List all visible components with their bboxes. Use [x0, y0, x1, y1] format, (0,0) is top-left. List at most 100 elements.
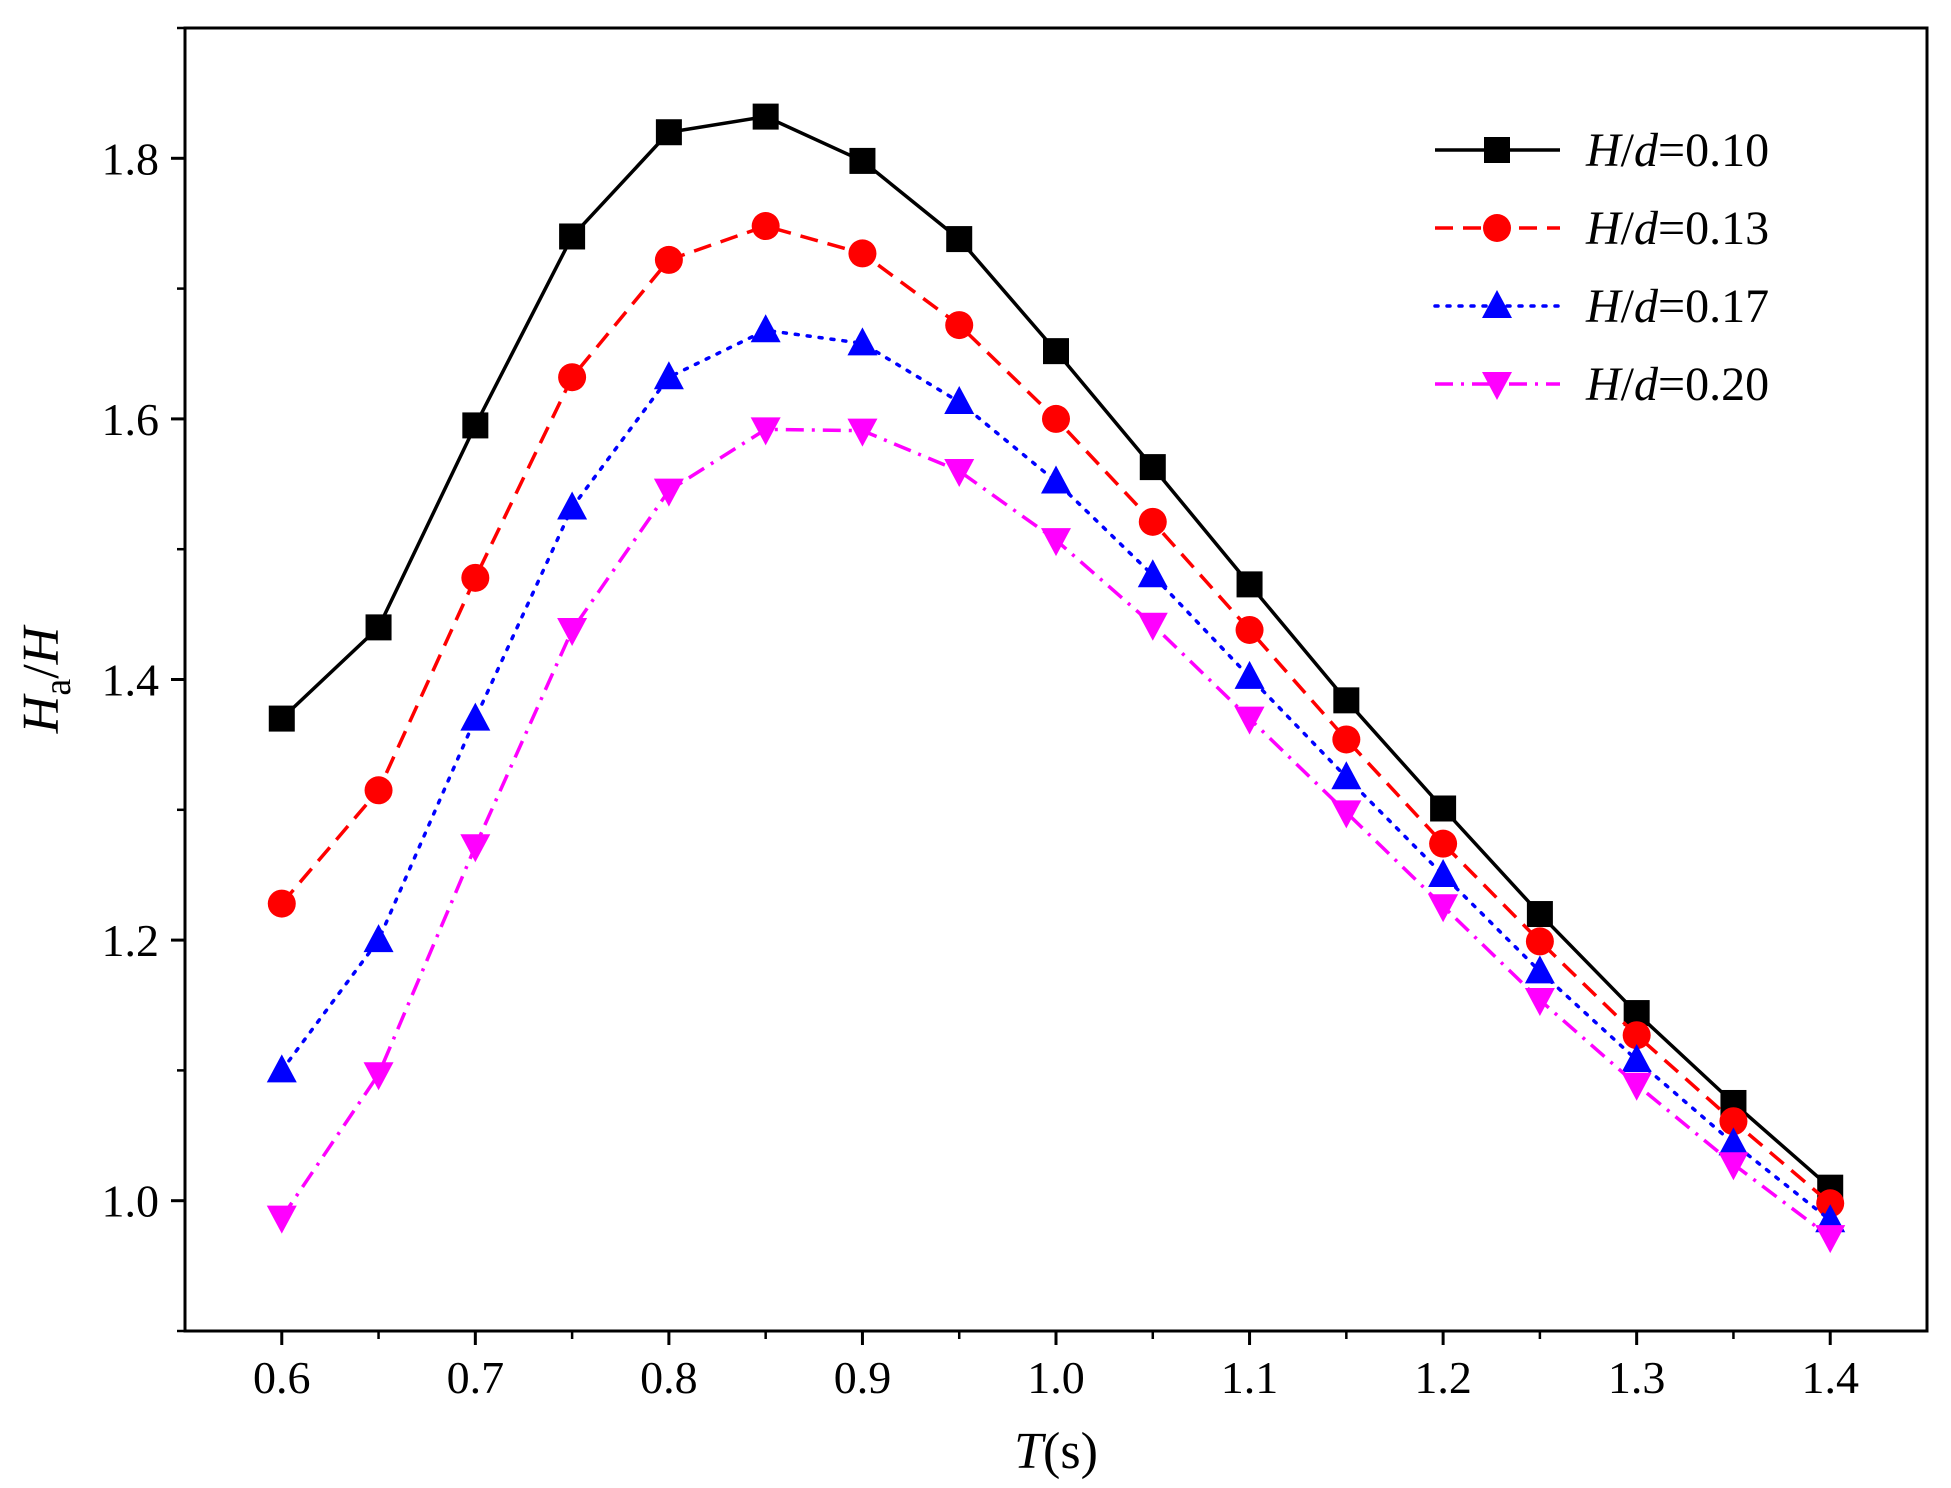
y-tick-label: 1.0 — [102, 1176, 160, 1227]
data-point — [363, 1062, 394, 1091]
y-axis-title: Ha/H — [13, 624, 79, 734]
data-point — [460, 834, 491, 863]
data-point — [847, 418, 878, 447]
x-axis-ticks: 0.6 0.7 0.8 0.9 1.0 1.1 1.2 1.3 1.4 — [253, 1331, 1859, 1403]
legend-marker — [1482, 290, 1512, 318]
data-point — [266, 1054, 297, 1083]
legend-item: H/d=0.20 — [1435, 358, 1769, 411]
data-point — [1137, 612, 1168, 641]
legend-label: H/d=0.17 — [1585, 280, 1769, 333]
data-point — [1718, 1152, 1749, 1181]
y-tick-label: 1.4 — [102, 655, 160, 706]
data-point — [751, 212, 780, 241]
legend-label: H/d=0.10 — [1585, 124, 1769, 177]
data-point — [1333, 687, 1360, 714]
data-point — [1524, 988, 1555, 1017]
data-point — [655, 119, 682, 146]
data-point — [1816, 1189, 1845, 1218]
data-point — [1331, 800, 1362, 829]
series-H/d=0.13 — [267, 212, 1845, 1218]
series-H/d=0.17 — [266, 314, 1846, 1233]
data-point — [363, 924, 394, 953]
legend-marker — [1483, 214, 1511, 242]
legend-item: H/d=0.10 — [1435, 124, 1769, 177]
data-point — [1524, 955, 1555, 984]
data-point — [750, 314, 781, 343]
data-point — [848, 239, 877, 268]
data-point — [365, 614, 392, 641]
legend-label: H/d=0.20 — [1585, 358, 1769, 411]
data-point — [1331, 761, 1362, 790]
data-point — [1234, 706, 1265, 735]
data-point — [1719, 1107, 1748, 1136]
data-point — [946, 226, 973, 253]
data-point — [1332, 725, 1361, 754]
data-point — [557, 617, 588, 646]
data-point — [1429, 829, 1458, 858]
x-tick-label: 1.3 — [1608, 1352, 1666, 1403]
data-point — [1428, 858, 1459, 887]
data-point — [945, 311, 974, 340]
data-point — [1235, 615, 1264, 644]
legend-marker — [1482, 372, 1512, 400]
legend-marker — [1484, 137, 1510, 163]
data-point — [1043, 338, 1069, 365]
data-point — [654, 245, 683, 274]
data-point — [268, 705, 295, 732]
data-point — [1622, 1021, 1651, 1050]
data-point — [1718, 1127, 1749, 1156]
x-tick-label: 0.6 — [253, 1352, 311, 1403]
data-point — [944, 459, 975, 488]
data-point — [1430, 795, 1457, 822]
data-point — [1138, 507, 1167, 536]
x-tick-label: 0.9 — [834, 1352, 892, 1403]
data-point — [462, 412, 489, 439]
data-point — [1621, 1043, 1652, 1072]
legend-item: H/d=0.13 — [1435, 202, 1769, 255]
legend-item: H/d=0.17 — [1433, 280, 1769, 333]
x-axis-title: T(s) — [1014, 1423, 1098, 1480]
data-point — [847, 327, 878, 356]
data-point — [559, 223, 586, 250]
data-point — [267, 889, 296, 918]
data-point — [1139, 454, 1166, 481]
series-layer — [266, 103, 1846, 1254]
data-point — [653, 361, 684, 390]
data-point — [1137, 559, 1168, 588]
x-tick-label: 1.4 — [1801, 1352, 1859, 1403]
data-point — [1041, 465, 1071, 494]
data-point — [750, 417, 781, 446]
data-point — [1236, 571, 1263, 598]
data-point — [944, 385, 975, 414]
data-point — [1525, 927, 1554, 956]
x-tick-label: 0.8 — [640, 1352, 698, 1403]
legend-label: H/d=0.13 — [1585, 202, 1769, 255]
x-tick-label: 1.2 — [1414, 1352, 1472, 1403]
data-point — [752, 103, 779, 130]
data-point — [460, 702, 491, 731]
y-tick-label: 1.2 — [102, 915, 160, 966]
y-tick-label: 1.8 — [102, 133, 160, 184]
y-axis-ticks: 1.0 1.2 1.4 1.6 1.8 — [102, 26, 185, 1333]
data-point — [558, 363, 587, 392]
data-point — [364, 776, 393, 805]
data-point — [1041, 528, 1071, 557]
y-tick-label: 1.6 — [102, 394, 160, 445]
data-point — [461, 563, 490, 592]
data-point — [1526, 901, 1553, 928]
data-point — [1042, 404, 1070, 433]
legend: H/d=0.10 H/d=0.13 H/d=0.17 H/d=0.20 — [1433, 124, 1769, 411]
data-point — [1428, 894, 1459, 923]
x-tick-label: 0.7 — [447, 1352, 505, 1403]
data-point — [849, 147, 876, 174]
series-H/d=0.20 — [266, 417, 1846, 1254]
data-point — [1234, 660, 1265, 689]
data-point — [653, 478, 684, 507]
data-point — [1815, 1225, 1846, 1254]
x-tick-label: 1.1 — [1221, 1352, 1279, 1403]
data-point — [557, 491, 588, 520]
x-tick-label: 1.0 — [1027, 1352, 1085, 1403]
data-point — [266, 1205, 297, 1234]
data-point — [1621, 1072, 1652, 1101]
